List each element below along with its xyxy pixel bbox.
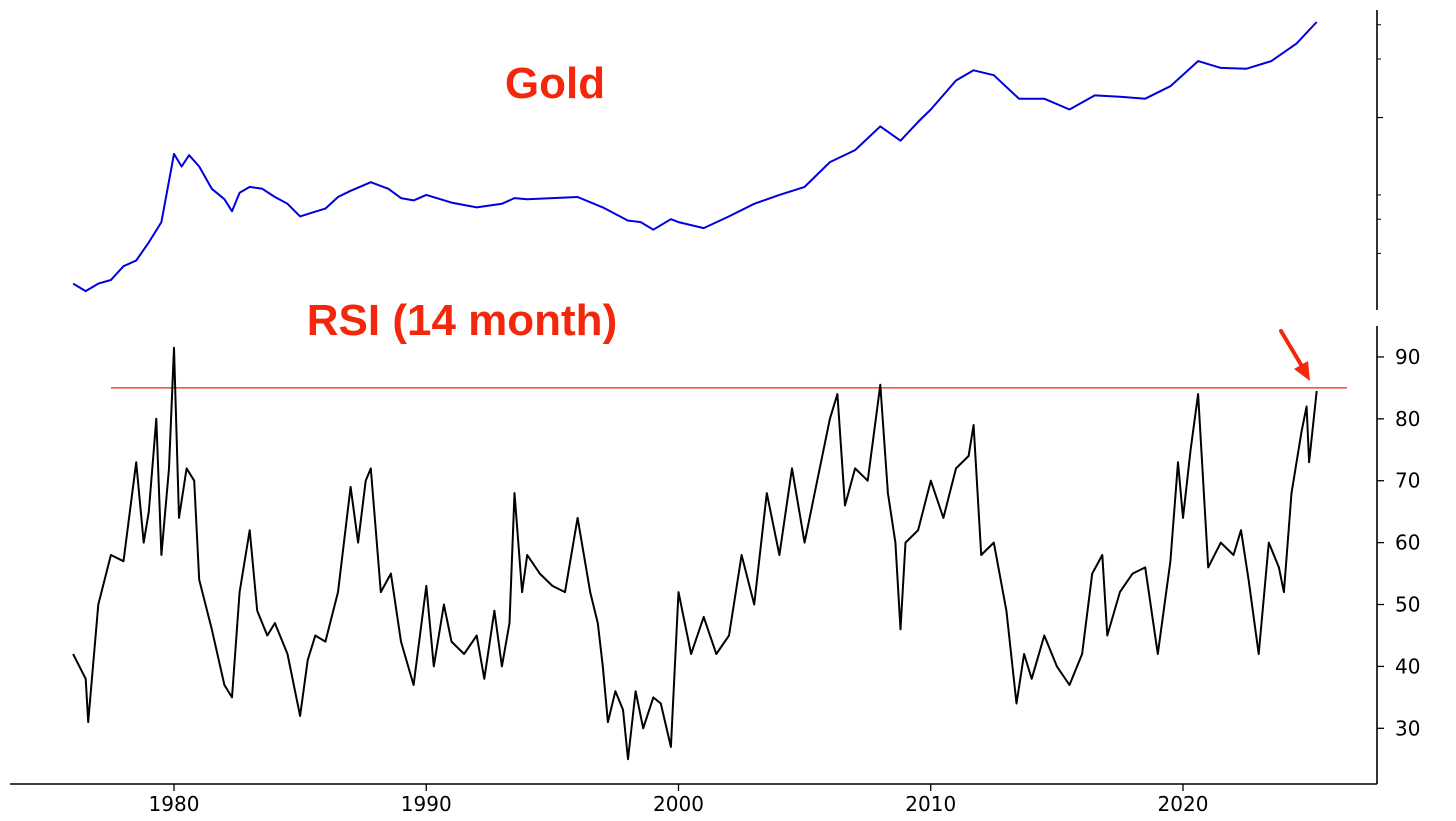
gold-price-line bbox=[72, 21, 1318, 293]
rsi-y-tick-label: 70 bbox=[1395, 469, 1420, 493]
x-tick-label: 1990 bbox=[401, 792, 452, 816]
x-tick-label: 2010 bbox=[905, 792, 956, 816]
rsi-y-axis-ticks: 30 40 50 60 70 80 90 bbox=[1377, 345, 1420, 740]
rsi-title: RSI (14 month) bbox=[307, 296, 617, 345]
x-axis-ticks: 1980 1990 2000 2010 2020 bbox=[149, 784, 1209, 816]
rsi-line bbox=[72, 346, 1318, 761]
x-tick-label: 2000 bbox=[653, 792, 704, 816]
gold-axis-ticks bbox=[1377, 24, 1383, 254]
rsi-y-tick-label: 30 bbox=[1395, 716, 1420, 740]
x-axis: 1980 1990 2000 2010 2020 bbox=[10, 783, 1377, 816]
x-tick-label: 1980 bbox=[149, 792, 200, 816]
gold-title: Gold bbox=[505, 59, 605, 108]
x-tick-label: 2020 bbox=[1158, 792, 1209, 816]
rsi-panel: RSI (14 month) 30 40 50 60 70 80 90 bbox=[72, 296, 1420, 784]
rsi-y-tick-label: 90 bbox=[1395, 345, 1420, 369]
rsi-y-tick-label: 50 bbox=[1395, 593, 1420, 617]
gold-series bbox=[72, 21, 1318, 293]
rsi-y-tick-label: 60 bbox=[1395, 531, 1420, 555]
rsi-y-tick-label: 80 bbox=[1395, 407, 1420, 431]
rsi-y-tick-label: 40 bbox=[1395, 654, 1420, 678]
arrow-icon bbox=[1279, 329, 1310, 381]
gold-panel: Gold bbox=[72, 10, 1383, 310]
rsi-series bbox=[72, 346, 1318, 761]
